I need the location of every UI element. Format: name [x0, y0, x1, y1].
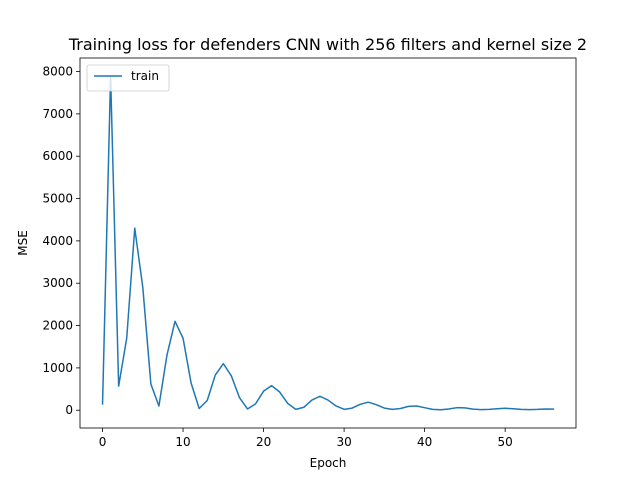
legend-label-train: train [131, 69, 159, 83]
series-layer [101, 75, 555, 411]
y-tick-label: 3000 [42, 276, 73, 290]
legend-box [86, 64, 170, 92]
x-tick-label: 20 [256, 435, 271, 449]
x-tick-label: 10 [175, 435, 190, 449]
y-tick-label: 5000 [42, 192, 73, 206]
y-tick-label: 4000 [42, 234, 73, 248]
series-line-train [101, 75, 555, 411]
x-tick-label: 50 [498, 435, 513, 449]
y-tick-label: 7000 [42, 107, 73, 121]
y-tick-label: 6000 [42, 149, 73, 163]
plot-area [80, 58, 576, 428]
chart-title: Training loss for defenders CNN with 256… [68, 35, 587, 54]
y-axis-ticks: 0 1000 2000 3000 4000 5000 6000 7000 8000 [42, 65, 80, 417]
y-tick-label: 1000 [42, 361, 73, 375]
y-tick-label: 0 [65, 403, 73, 417]
x-tick-label: 0 [99, 435, 107, 449]
x-tick-label: 30 [336, 435, 351, 449]
y-tick-label: 8000 [42, 65, 73, 79]
legend: train [86, 64, 170, 92]
x-axis-label: Epoch [310, 456, 347, 470]
x-tick-label: 40 [417, 435, 432, 449]
y-tick-label: 2000 [42, 319, 73, 333]
plot-frame [79, 57, 577, 429]
x-axis-ticks: 0 10 20 30 40 50 [99, 428, 513, 449]
y-axis-label: MSE [16, 230, 30, 256]
